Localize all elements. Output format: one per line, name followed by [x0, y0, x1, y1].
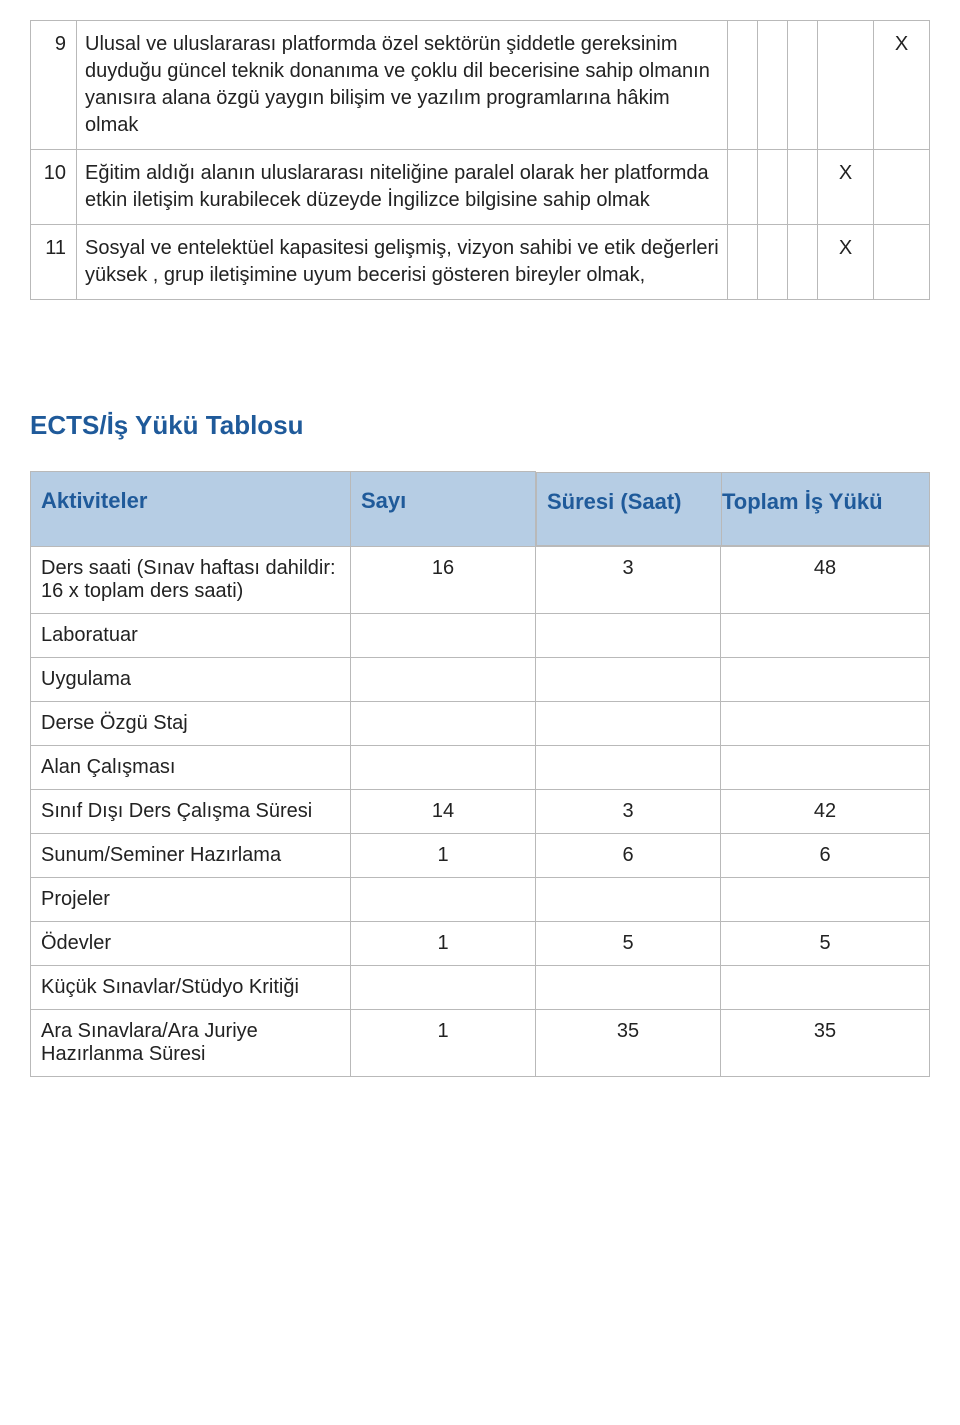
table-row: Küçük Sınavlar/Stüdyo Kritiği — [31, 965, 930, 1009]
activity-label: Küçük Sınavlar/Stüdyo Kritiği — [31, 965, 351, 1009]
activity-total: 6 — [721, 833, 930, 877]
table-row: Ödevler 1 5 5 — [31, 921, 930, 965]
activity-total: 5 — [721, 921, 930, 965]
outcome-col-4 — [818, 21, 874, 150]
outcome-col-1 — [728, 150, 758, 225]
activity-label: Ara Sınavlara/Ara Juriye Hazırlanma Süre… — [31, 1009, 351, 1076]
table-row: Sınıf Dışı Ders Çalışma Süresi 14 3 42 — [31, 789, 930, 833]
activity-duration: 6 — [536, 833, 721, 877]
workload-table: Aktiviteler Sayı Süresi (Saat) Toplam İş… — [30, 471, 930, 1077]
outcome-text: Eğitim aldığı alanın uluslararası niteli… — [77, 150, 728, 225]
activity-count — [351, 965, 536, 1009]
activity-label: Sunum/Seminer Hazırlama — [31, 833, 351, 877]
activity-duration: 3 — [536, 789, 721, 833]
activity-duration — [536, 965, 721, 1009]
activity-count: 16 — [351, 546, 536, 613]
outcome-col-1 — [728, 21, 758, 150]
activity-count — [351, 745, 536, 789]
outcome-col-5 — [874, 225, 930, 300]
outcome-number: 9 — [31, 21, 77, 150]
table-row: 9 Ulusal ve uluslararası platformda özel… — [31, 21, 930, 150]
activity-total — [721, 613, 930, 657]
activity-total — [721, 657, 930, 701]
outcome-text: Sosyal ve entelektüel kapasitesi gelişmi… — [77, 225, 728, 300]
activity-count: 1 — [351, 921, 536, 965]
table-row: Laboratuar — [31, 613, 930, 657]
activity-label: Projeler — [31, 877, 351, 921]
header-duration: Süresi (Saat) — [536, 472, 721, 546]
outcome-col-5 — [874, 150, 930, 225]
activity-label: Ödevler — [31, 921, 351, 965]
activity-duration — [536, 701, 721, 745]
table-row: 11 Sosyal ve entelektüel kapasitesi geli… — [31, 225, 930, 300]
table-row: Ara Sınavlara/Ara Juriye Hazırlanma Süre… — [31, 1009, 930, 1076]
page: 9 Ulusal ve uluslararası platformda özel… — [0, 0, 960, 1425]
activity-duration: 3 — [536, 546, 721, 613]
activity-total: 35 — [721, 1009, 930, 1076]
activity-duration: 35 — [536, 1009, 721, 1076]
outcome-number: 10 — [31, 150, 77, 225]
outcome-col-1 — [728, 225, 758, 300]
table-row: Ders saati (Sınav haftası dahildir: 16 x… — [31, 546, 930, 613]
outcome-col-2 — [758, 21, 788, 150]
activity-count: 1 — [351, 833, 536, 877]
activity-count — [351, 701, 536, 745]
outcome-col-3 — [788, 21, 818, 150]
activity-total — [721, 877, 930, 921]
activity-total — [721, 701, 930, 745]
table-row: Alan Çalışması — [31, 745, 930, 789]
header-count: Sayı — [351, 472, 536, 547]
outcome-col-4: X — [818, 150, 874, 225]
activity-duration: 5 — [536, 921, 721, 965]
activity-label: Sınıf Dışı Ders Çalışma Süresi — [31, 789, 351, 833]
outcome-col-2 — [758, 150, 788, 225]
outcome-col-5: X — [874, 21, 930, 150]
outcome-col-4: X — [818, 225, 874, 300]
activity-total — [721, 745, 930, 789]
outcomes-table: 9 Ulusal ve uluslararası platformda özel… — [30, 20, 930, 300]
activity-duration — [536, 877, 721, 921]
activity-total: 42 — [721, 789, 930, 833]
activity-count: 1 — [351, 1009, 536, 1076]
header-total: Toplam İş Yükü — [721, 472, 930, 546]
activity-duration — [536, 613, 721, 657]
activity-count — [351, 613, 536, 657]
section-heading: ECTS/İş Yükü Tablosu — [30, 410, 930, 441]
outcome-col-3 — [788, 150, 818, 225]
activity-label: Laboratuar — [31, 613, 351, 657]
table-row: 10 Eğitim aldığı alanın uluslararası nit… — [31, 150, 930, 225]
header-activities: Aktiviteler — [31, 472, 351, 547]
table-row: Sunum/Seminer Hazırlama 1 6 6 — [31, 833, 930, 877]
outcome-col-2 — [758, 225, 788, 300]
activity-label: Derse Özgü Staj — [31, 701, 351, 745]
activity-label: Uygulama — [31, 657, 351, 701]
activity-total — [721, 965, 930, 1009]
table-row: Derse Özgü Staj — [31, 701, 930, 745]
outcome-text: Ulusal ve uluslararası platformda özel s… — [77, 21, 728, 150]
table-row: Uygulama — [31, 657, 930, 701]
outcome-number: 11 — [31, 225, 77, 300]
activity-label: Ders saati (Sınav haftası dahildir: 16 x… — [31, 546, 351, 613]
activity-total: 48 — [721, 546, 930, 613]
activity-duration — [536, 745, 721, 789]
activity-label: Alan Çalışması — [31, 745, 351, 789]
table-header-row: Aktiviteler Sayı Süresi (Saat) Toplam İş… — [31, 472, 930, 547]
outcome-col-3 — [788, 225, 818, 300]
activity-count — [351, 657, 536, 701]
table-row: Projeler — [31, 877, 930, 921]
activity-count: 14 — [351, 789, 536, 833]
activity-count — [351, 877, 536, 921]
activity-duration — [536, 657, 721, 701]
